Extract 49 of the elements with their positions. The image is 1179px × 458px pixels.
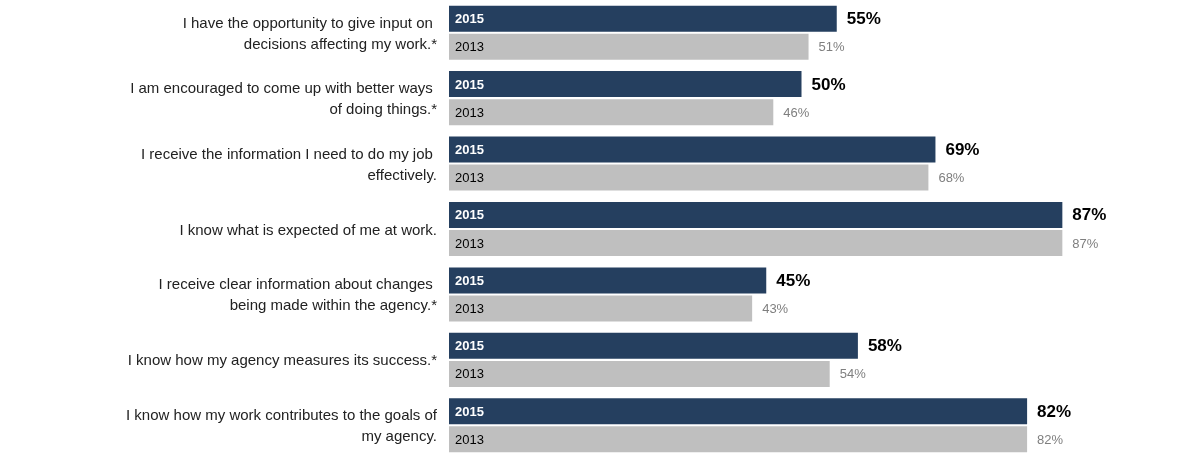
y-tick-label: I am encouraged to come up with better ways of doing things.* bbox=[130, 79, 438, 118]
y-tick-label: I receive clear information about changes being made within the agency.* bbox=[158, 275, 438, 314]
bar bbox=[449, 33, 809, 60]
text: 2013 bbox=[455, 366, 484, 382]
series-label: 2015 bbox=[455, 11, 484, 27]
text: 2015 bbox=[455, 272, 484, 288]
y-tick-label: I have the opportunity to give input on decisions affecting my work.* bbox=[182, 13, 438, 52]
text: 2015 bbox=[455, 403, 484, 419]
data-label: 54% bbox=[839, 366, 867, 382]
y-tick-label: I know what is expected of me at work. bbox=[179, 220, 437, 238]
text: 2013 bbox=[455, 170, 484, 186]
bar bbox=[449, 332, 858, 359]
data-label: 82% bbox=[1037, 401, 1072, 421]
data-label: 51% bbox=[818, 39, 846, 55]
data-label: 58% bbox=[867, 336, 902, 356]
bar bbox=[449, 5, 837, 32]
bar bbox=[449, 295, 753, 322]
text: 2013 bbox=[455, 235, 484, 251]
data-label: 43% bbox=[762, 300, 789, 316]
bar bbox=[449, 164, 929, 191]
y-tick-label: I know how my agency measures its success.* bbox=[127, 351, 438, 369]
text: 2013 bbox=[455, 104, 484, 120]
data-label: 55% bbox=[846, 9, 881, 29]
bar bbox=[449, 71, 802, 98]
data-label: 82% bbox=[1037, 431, 1064, 447]
bar bbox=[449, 99, 774, 126]
bar bbox=[449, 360, 830, 387]
text: 2015 bbox=[455, 76, 484, 92]
series-label: 2013 bbox=[455, 39, 484, 55]
text: 2015 bbox=[455, 142, 484, 158]
data-label: 46% bbox=[783, 104, 810, 120]
text: 2015 bbox=[455, 338, 484, 354]
bar bbox=[449, 267, 767, 294]
bar bbox=[449, 426, 1028, 453]
y-tick-label: I receive the information I need to do my job effectively. bbox=[141, 144, 437, 183]
text: 2013 bbox=[455, 300, 484, 316]
bar bbox=[449, 398, 1028, 425]
data-label: 68% bbox=[938, 170, 965, 186]
bar bbox=[449, 136, 936, 163]
y-tick-label: I know how my work contributes to the goals of my agency. bbox=[126, 406, 438, 445]
data-label: 50% bbox=[811, 74, 846, 94]
bar bbox=[449, 230, 1063, 257]
data-label: 87% bbox=[1072, 205, 1107, 225]
text: 2015 bbox=[455, 207, 484, 223]
data-label: 45% bbox=[776, 270, 811, 290]
bar bbox=[449, 201, 1063, 228]
data-label: 69% bbox=[945, 140, 980, 160]
data-label: 87% bbox=[1072, 235, 1099, 251]
text: 2013 bbox=[455, 431, 484, 447]
